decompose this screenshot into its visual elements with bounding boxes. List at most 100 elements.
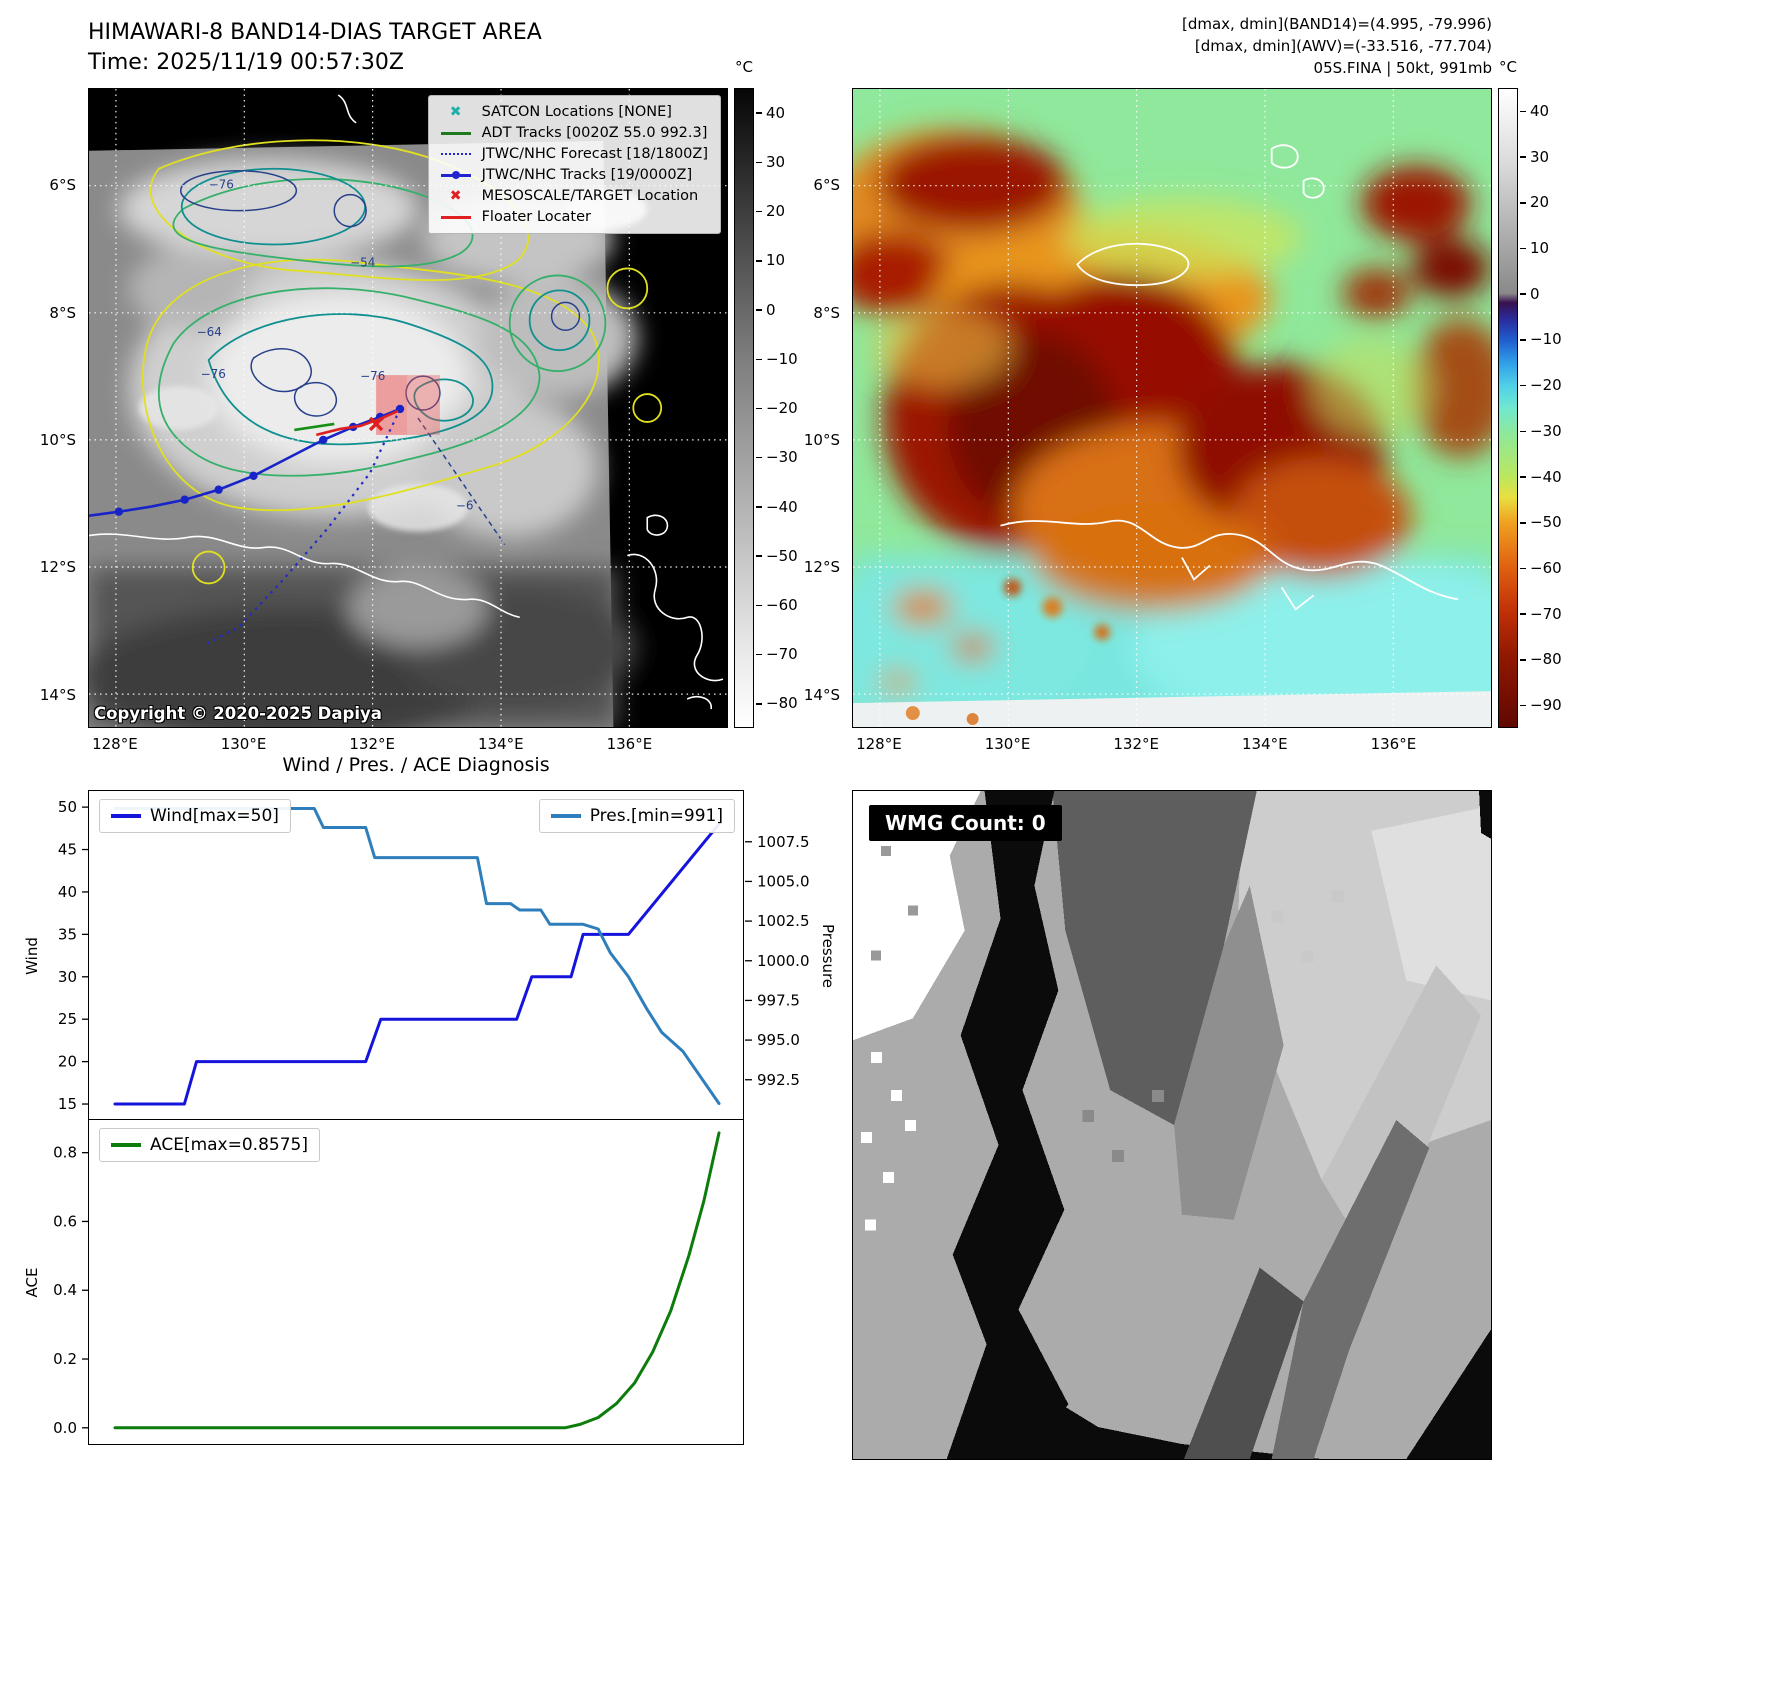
svg-text:35: 35 — [58, 925, 77, 943]
contour-label: −76 — [201, 367, 226, 381]
awv-colorbar — [1498, 88, 1518, 728]
svg-text:0.4: 0.4 — [53, 1281, 77, 1299]
x-tick-label: 128°E — [92, 735, 138, 753]
convective-speckle — [1003, 578, 1111, 641]
awv-colorbar-ticks: 40 30 20 10 0 −10 −20 −30 −40 −50 −60 −70 −80 −90 — [1520, 88, 1580, 728]
band14-map: −76 −54 −64 −76 −76 −6 ✖ SATCON Locations [NON… — [88, 88, 728, 728]
colorbar-tick-label: 0 — [756, 301, 776, 319]
y-tick-label: 6°S — [813, 176, 840, 195]
inner-contours-navy — [179, 169, 581, 545]
contour-label: −76 — [209, 178, 234, 192]
band14-x-axis: 128°E 130°E 132°E 134°E 136°E — [88, 731, 728, 753]
awv-satellite-image — [853, 89, 1491, 727]
awv-colorbar-unit: °C — [1499, 58, 1517, 76]
x-tick-label: 130°E — [220, 735, 267, 753]
colorbar-tick-label: −10 — [756, 350, 798, 368]
awv-x-axis: 128°E 130°E 132°E 134°E 136°E — [852, 731, 1492, 753]
cloud-texture — [89, 158, 638, 727]
legend-item: ✖ SATCON Locations [NONE] — [439, 104, 708, 120]
colorbar-tick-label: 0 — [1520, 285, 1540, 303]
svg-text:1002.5: 1002.5 — [757, 912, 810, 930]
jtwc-track-points — [114, 404, 405, 516]
speckle-dot — [905, 706, 920, 721]
svg-text:ACE: ACE — [23, 1268, 41, 1298]
legend-item: ✖ MESOSCALE/TARGET Location — [439, 188, 708, 204]
header-right-stats: [dmax, dmin](BAND14)=(4.995, -79.996) [d… — [1182, 14, 1492, 79]
legend-item-label: JTWC/NHC Tracks [19/0000Z] — [481, 167, 693, 183]
legend-line-icon — [439, 147, 473, 161]
wind-legend: Wind[max=50] — [99, 799, 291, 833]
legend-item-label: JTWC/NHC Forecast [18/1800Z] — [481, 146, 708, 162]
colorbar-tick-label: −90 — [1520, 696, 1562, 714]
y-tick-label: 10°S — [803, 431, 840, 449]
legend-item-label: SATCON Locations [NONE] — [481, 104, 672, 120]
awv-y-axis: 6°S 8°S 10°S 12°S 14°S — [794, 88, 846, 728]
floater-line — [315, 409, 399, 437]
legend-item: JTWC/NHC Forecast [18/1800Z] — [439, 146, 708, 162]
svg-text:0.0: 0.0 — [53, 1419, 77, 1437]
colorbar-tick-label: 20 — [756, 202, 785, 220]
ir-temperature-field — [853, 128, 1491, 727]
stat-band14-dmax-dmin: [dmax, dmin](BAND14)=(4.995, -79.996) — [1181, 15, 1492, 33]
svg-text:1005.0: 1005.0 — [757, 872, 810, 890]
target-box-left — [376, 375, 408, 435]
colorbar-tick-label: −30 — [756, 448, 798, 466]
colorbar-tick-label: 10 — [756, 251, 785, 269]
colorbar-tick-label: −70 — [756, 645, 798, 663]
page-title: HIMAWARI-8 BAND14-DIAS TARGET AREA — [88, 20, 542, 45]
x-tick-label: 130°E — [984, 735, 1031, 753]
stat-storm-intensity: 05S.FINA | 50kt, 991mb — [1313, 58, 1492, 77]
y-tick-label: 12°S — [39, 558, 76, 577]
x-tick-label: 132°E — [1113, 735, 1159, 753]
pres-legend-label: Pres.[min=991] — [589, 806, 723, 826]
y-tick-label: 10°S — [39, 431, 76, 449]
svg-text:997.5: 997.5 — [757, 991, 800, 1009]
legend-line-icon — [439, 126, 473, 140]
ace-legend-label: ACE[max=0.8575] — [150, 1135, 308, 1155]
ace-chart: 0.0 0.2 0.4 0.6 0.8 ACE ACE[max=0.8575] — [23, 1120, 744, 1445]
legend-item-label: Floater Locater — [481, 209, 592, 225]
x-tick-label: 134°E — [1241, 735, 1288, 753]
y-tick-label: 14°S — [39, 685, 76, 704]
colorbar-tick-label: −10 — [1520, 330, 1562, 348]
colorbar-tick-label: −40 — [1520, 468, 1562, 486]
contour-label: −6 — [456, 499, 474, 513]
y-tick-label: 14°S — [803, 685, 840, 704]
colorbar-tick-label: 20 — [1520, 193, 1549, 211]
mesoscale-target-x-icon — [368, 416, 384, 432]
contour-label: −64 — [197, 325, 222, 339]
ace-legend-line — [111, 1143, 141, 1147]
y-tick-label: 8°S — [49, 303, 76, 322]
svg-text:45: 45 — [58, 841, 77, 859]
legend-item: JTWC/NHC Tracks [19/0000Z] — [439, 167, 708, 183]
colorbar-tick-label: 10 — [1520, 239, 1549, 257]
band14-colorbar — [734, 88, 754, 728]
svg-text:1000.0: 1000.0 — [757, 952, 810, 970]
speckle-dot — [966, 713, 979, 726]
contour-overlay — [141, 139, 663, 585]
wind-legend-label: Wind[max=50] — [150, 806, 279, 826]
legend-line-icon — [439, 210, 473, 224]
svg-text:25: 25 — [58, 1010, 77, 1028]
svg-text:992.5: 992.5 — [757, 1071, 800, 1089]
legend-x-marker-icon: ✖ — [449, 104, 462, 120]
colorbar-tick-label: −80 — [756, 694, 798, 712]
band14-colorbar-unit: °C — [735, 58, 753, 76]
colorbar-tick-label: −30 — [1520, 422, 1562, 440]
contour-label: −76 — [360, 369, 385, 383]
colorbar-tick-label: 40 — [756, 104, 785, 122]
svg-text:40: 40 — [58, 883, 77, 901]
adt-track-line — [294, 422, 335, 432]
pres-legend-line — [550, 814, 581, 818]
colorbar-tick-label: −80 — [1520, 650, 1562, 668]
legend-item-label: MESOSCALE/TARGET Location — [481, 188, 699, 204]
x-tick-label: 136°E — [606, 735, 653, 753]
colorbar-tick-label: 40 — [1520, 102, 1549, 120]
svg-text:0.6: 0.6 — [53, 1212, 77, 1230]
stat-awv-dmax-dmin: [dmax, dmin](AWV)=(-33.516, -77.704) — [1194, 36, 1492, 55]
contour-label: −54 — [350, 255, 375, 269]
coastline — [1000, 144, 1459, 611]
legend-item: Floater Locater — [439, 209, 708, 225]
x-tick-label: 128°E — [856, 735, 902, 753]
